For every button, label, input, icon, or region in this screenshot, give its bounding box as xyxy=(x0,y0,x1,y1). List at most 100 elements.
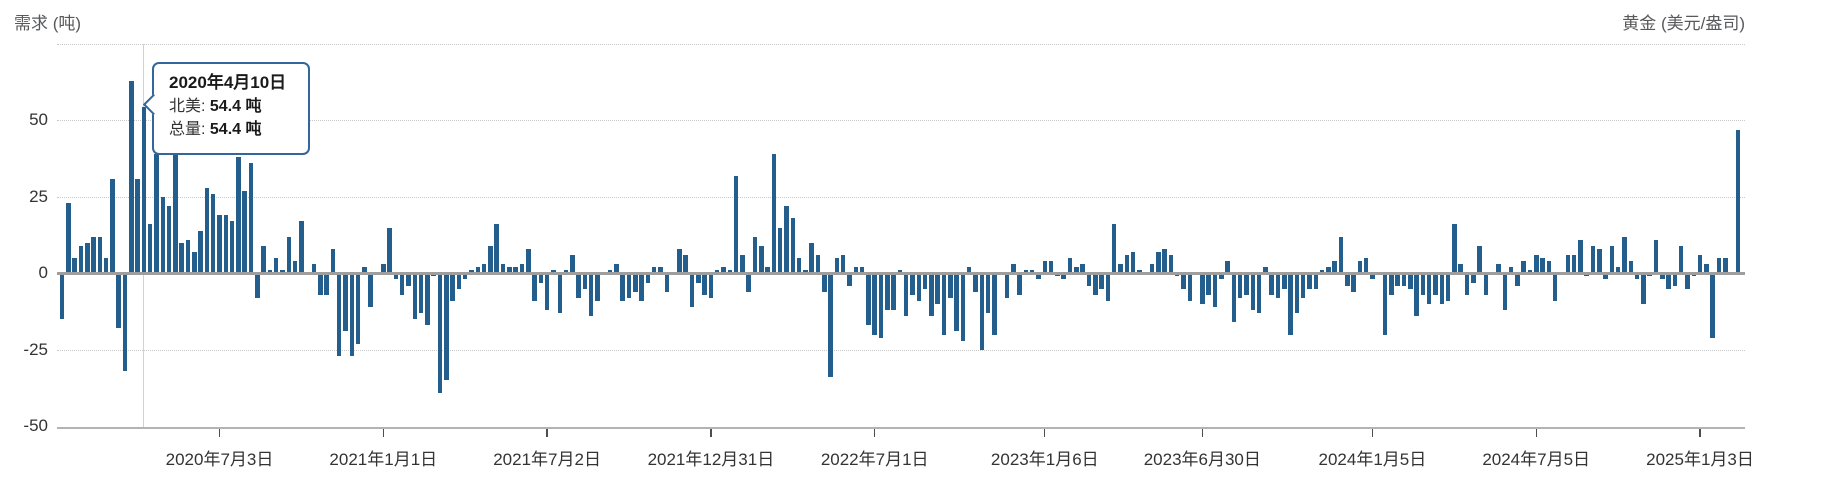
bar[interactable] xyxy=(1735,129,1740,274)
bar[interactable] xyxy=(1691,273,1696,277)
bar[interactable] xyxy=(1181,273,1186,289)
bar[interactable] xyxy=(677,248,682,274)
bar[interactable] xyxy=(1130,252,1136,274)
bar[interactable] xyxy=(683,255,688,274)
bar[interactable] xyxy=(847,273,852,286)
bar[interactable] xyxy=(979,273,984,350)
bar[interactable] xyxy=(1697,255,1703,274)
bar[interactable] xyxy=(1288,273,1293,335)
bar[interactable] xyxy=(929,273,934,317)
bar[interactable] xyxy=(840,255,846,274)
bar[interactable] xyxy=(1124,255,1129,274)
bar[interactable] xyxy=(702,273,707,295)
bar[interactable] xyxy=(1294,273,1299,314)
bar[interactable] xyxy=(1439,273,1444,304)
bar[interactable] xyxy=(1080,264,1085,274)
bar[interactable] xyxy=(1275,273,1281,298)
bar[interactable] xyxy=(759,245,764,274)
bar[interactable] xyxy=(784,206,789,274)
bar[interactable] xyxy=(78,245,84,274)
bar[interactable] xyxy=(1004,273,1010,298)
bar[interactable] xyxy=(1565,255,1570,274)
bar[interactable] xyxy=(570,255,575,274)
bar[interactable] xyxy=(1382,273,1388,335)
bar[interactable] xyxy=(192,252,197,274)
bar[interactable] xyxy=(198,230,203,274)
bar[interactable] xyxy=(544,273,550,311)
bar[interactable] xyxy=(973,273,978,292)
bar[interactable] xyxy=(1256,273,1262,314)
bar[interactable] xyxy=(1105,273,1110,301)
bar[interactable] xyxy=(1023,270,1029,274)
bar[interactable] xyxy=(992,273,997,335)
bar[interactable] xyxy=(1527,270,1533,274)
bar[interactable] xyxy=(815,255,821,274)
bar[interactable] xyxy=(714,270,720,274)
bar[interactable] xyxy=(368,273,373,308)
bar[interactable] xyxy=(425,273,430,326)
bar[interactable] xyxy=(116,273,121,329)
bar[interactable] xyxy=(796,258,802,274)
bar[interactable] xyxy=(1307,273,1312,289)
bar[interactable] xyxy=(1552,273,1558,301)
bar[interactable] xyxy=(1571,255,1577,274)
bar[interactable] xyxy=(1011,264,1016,274)
bar[interactable] xyxy=(1660,273,1665,280)
bar[interactable] xyxy=(1508,267,1514,274)
bar[interactable] xyxy=(1483,273,1488,295)
bar[interactable] xyxy=(935,273,940,304)
bar[interactable] xyxy=(721,267,726,274)
bar[interactable] xyxy=(1219,273,1224,280)
bar[interactable] xyxy=(103,258,109,274)
bar[interactable] xyxy=(1061,273,1066,280)
bar[interactable] xyxy=(229,221,235,274)
bar[interactable] xyxy=(1313,273,1318,289)
bar[interactable] xyxy=(343,273,348,332)
bar[interactable] xyxy=(280,270,285,274)
bar[interactable] xyxy=(696,273,701,283)
bar[interactable] xyxy=(866,273,871,326)
bar[interactable] xyxy=(1225,261,1230,274)
bar[interactable] xyxy=(336,273,342,356)
bar[interactable] xyxy=(1647,273,1652,277)
bar[interactable] xyxy=(129,80,134,274)
bar[interactable] xyxy=(210,193,216,274)
bar[interactable] xyxy=(872,273,877,335)
bar[interactable] xyxy=(1408,273,1413,289)
bar[interactable] xyxy=(639,273,644,301)
bar[interactable] xyxy=(1370,273,1375,280)
bar[interactable] xyxy=(538,273,543,283)
bar[interactable] xyxy=(1464,273,1470,295)
bar[interactable] xyxy=(481,264,487,274)
bar[interactable] xyxy=(1634,273,1640,280)
bar[interactable] xyxy=(1678,245,1684,274)
bar[interactable] xyxy=(614,264,619,274)
bar[interactable] xyxy=(1099,273,1104,289)
bar[interactable] xyxy=(135,178,140,274)
bar[interactable] xyxy=(1590,245,1596,274)
bar[interactable] xyxy=(412,273,418,320)
bar[interactable] xyxy=(223,215,228,274)
bar[interactable] xyxy=(664,273,669,292)
bar[interactable] xyxy=(948,273,953,298)
bar[interactable] xyxy=(1546,261,1551,274)
bar[interactable] xyxy=(966,267,972,274)
bar[interactable] xyxy=(1609,245,1614,274)
bar[interactable] xyxy=(97,236,102,274)
bar[interactable] xyxy=(406,273,411,286)
bar[interactable] xyxy=(1653,239,1659,274)
bar[interactable] xyxy=(765,267,770,274)
bar[interactable] xyxy=(645,273,651,283)
bar[interactable] xyxy=(809,242,814,274)
bar[interactable] xyxy=(311,264,317,274)
bar[interactable] xyxy=(204,187,210,274)
bar[interactable] xyxy=(1086,273,1092,286)
bar[interactable] xyxy=(954,273,959,332)
bar[interactable] xyxy=(1093,273,1098,295)
bar[interactable] xyxy=(1074,267,1079,274)
bar[interactable] xyxy=(727,270,732,274)
bar[interactable] xyxy=(1244,273,1249,295)
bar[interactable] xyxy=(1168,255,1173,274)
bar[interactable] xyxy=(576,273,581,298)
bar[interactable] xyxy=(1622,236,1627,274)
